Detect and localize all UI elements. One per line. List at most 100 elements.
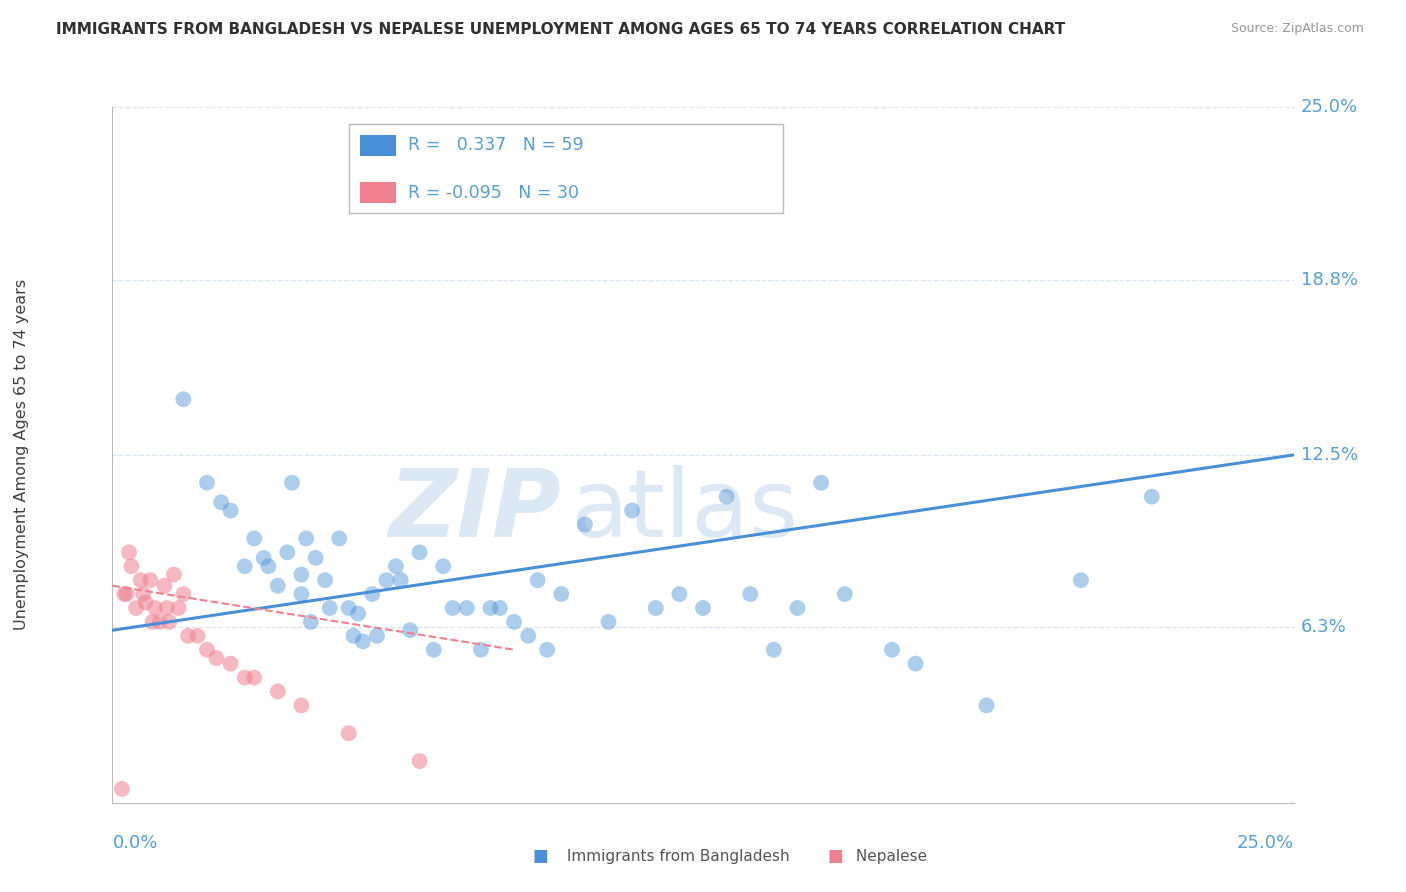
Text: 25.0%: 25.0% [1236,834,1294,852]
Point [143,601,166,615]
Point [129,573,152,587]
Point [267,579,290,593]
Text: Nepalese: Nepalese [851,849,927,863]
Point [253,550,276,565]
Point [132,587,155,601]
Point [399,624,422,638]
Point [172,392,194,407]
Point [574,517,596,532]
Point [347,607,370,621]
Point [716,490,738,504]
Point [205,651,228,665]
Point [598,615,620,629]
Point [219,503,242,517]
Point [352,634,374,648]
Point [314,573,336,587]
Point [810,475,832,490]
Point [408,754,430,768]
Point [257,559,280,574]
Point [621,503,644,517]
Point [276,545,298,559]
Text: ■: ■ [828,847,844,865]
Point [328,532,350,546]
Point [111,781,134,796]
Point [389,573,412,587]
Point [342,629,364,643]
Text: 25.0%: 25.0% [1301,98,1358,116]
Point [125,601,148,615]
Point [233,671,256,685]
Point [337,601,360,615]
Point [976,698,998,713]
Point [112,587,135,601]
Point [233,559,256,574]
Text: Source: ZipAtlas.com: Source: ZipAtlas.com [1230,22,1364,36]
Text: 18.8%: 18.8% [1301,270,1358,289]
Point [385,559,408,574]
Text: R =   0.337   N = 59: R = 0.337 N = 59 [408,136,583,154]
Point [366,629,388,643]
Point [441,601,464,615]
Text: 0.0%: 0.0% [112,834,157,852]
Point [209,495,232,509]
Point [319,601,342,615]
FancyBboxPatch shape [349,124,783,213]
Point [243,671,266,685]
Point [536,642,558,657]
FancyBboxPatch shape [360,182,396,203]
Point [408,545,430,559]
Point [120,559,142,574]
Point [290,698,312,713]
Point [290,587,312,601]
FancyBboxPatch shape [360,135,396,156]
Point [422,642,444,657]
Point [157,615,180,629]
Point [526,573,548,587]
Point [243,532,266,546]
Text: atlas: atlas [571,465,799,557]
Point [337,726,360,740]
Point [456,601,478,615]
Point [834,587,856,601]
Point [503,615,526,629]
Point [692,601,714,615]
Point [550,587,572,601]
Point [786,601,808,615]
Text: Unemployment Among Ages 65 to 74 years: Unemployment Among Ages 65 to 74 years [14,279,28,631]
Point [135,595,157,609]
Point [361,587,384,601]
Point [880,642,903,657]
Text: 12.5%: 12.5% [1301,446,1358,464]
Point [479,601,502,615]
Point [172,587,194,601]
Text: R = -0.095   N = 30: R = -0.095 N = 30 [408,184,579,202]
Text: IMMIGRANTS FROM BANGLADESH VS NEPALESE UNEMPLOYMENT AMONG AGES 65 TO 74 YEARS CO: IMMIGRANTS FROM BANGLADESH VS NEPALESE U… [56,22,1066,37]
Point [644,601,666,615]
Point [290,567,312,582]
Point [195,475,218,490]
Point [163,567,186,582]
Point [167,601,190,615]
Point [668,587,690,601]
Point [139,573,162,587]
Point [295,532,318,546]
Point [904,657,927,671]
Text: ZIP: ZIP [388,465,561,557]
Point [299,615,322,629]
Point [762,642,785,657]
Point [156,601,179,615]
Point [304,550,326,565]
Point [177,629,200,643]
Text: Immigrants from Bangladesh: Immigrants from Bangladesh [562,849,790,863]
Point [517,629,540,643]
Text: ■: ■ [533,847,548,865]
Point [186,629,208,643]
Point [149,615,172,629]
Point [195,642,218,657]
Point [432,559,454,574]
Point [219,657,242,671]
Point [115,587,138,601]
Point [470,642,492,657]
Point [153,579,176,593]
Point [375,573,398,587]
